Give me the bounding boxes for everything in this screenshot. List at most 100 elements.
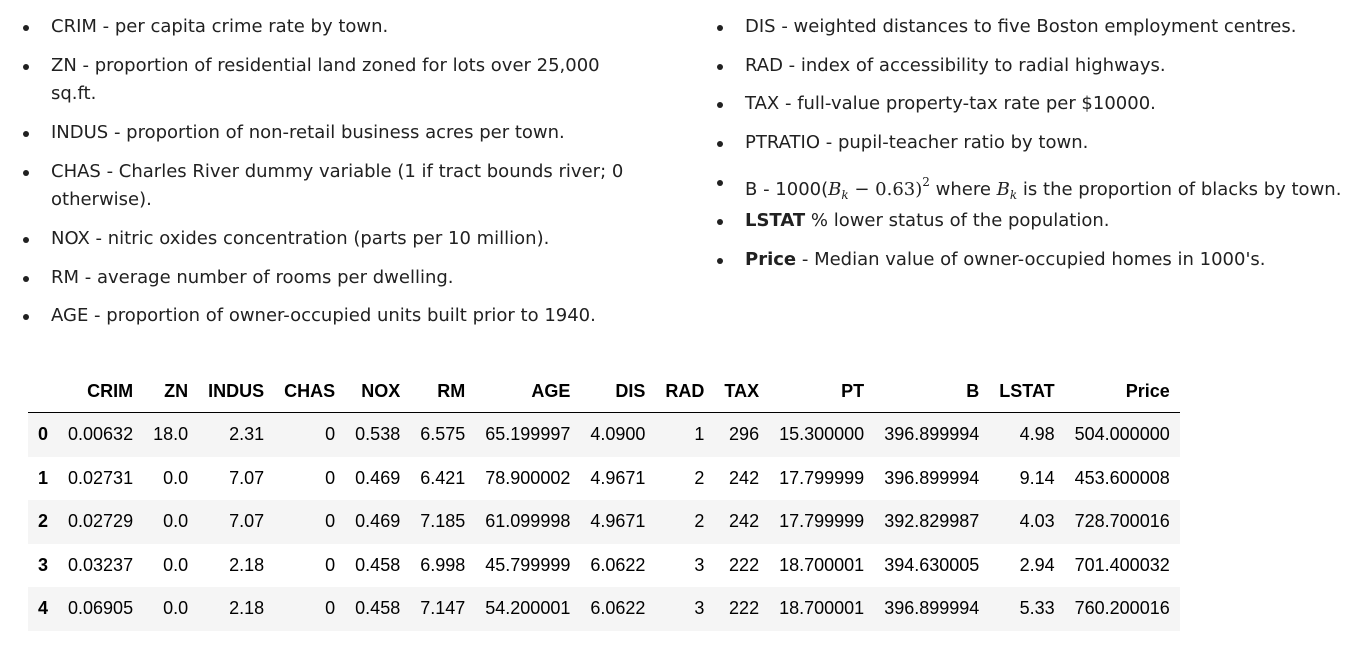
list-item-dis: DIS - weighted distances to five Boston … bbox=[714, 13, 1296, 41]
term: CHAS bbox=[51, 161, 101, 182]
term: B bbox=[745, 179, 758, 200]
cell: 7.185 bbox=[420, 511, 466, 532]
math-mid: − 0.63) bbox=[848, 179, 923, 200]
description: - Median value of owner-occupied homes i… bbox=[796, 249, 1266, 270]
term: RAD bbox=[745, 55, 783, 76]
bullet-icon bbox=[23, 170, 29, 176]
cell: 242 bbox=[729, 467, 760, 488]
cell: 0.03237 bbox=[68, 554, 134, 575]
cell: 296 bbox=[729, 424, 760, 445]
cell: 61.099998 bbox=[485, 511, 571, 532]
description: - index of accessibility to radial highw… bbox=[782, 55, 1166, 76]
cell: 15.300000 bbox=[779, 424, 865, 445]
math-var: B bbox=[828, 179, 842, 200]
description: - proportion of owner-occupied units bui… bbox=[88, 305, 596, 326]
cell: 54.200001 bbox=[485, 598, 571, 619]
bullet-icon bbox=[23, 314, 29, 320]
header-lstat: LSTAT bbox=[989, 371, 1065, 413]
bullet-icon bbox=[23, 237, 29, 243]
list-item-b: B - 1000(Bk − 0.63)2 where Bk is the pro… bbox=[714, 168, 1341, 209]
dataframe-table: CRIM ZN INDUS CHAS NOX RM AGE DIS RAD TA… bbox=[28, 371, 1180, 631]
term: LSTAT bbox=[745, 210, 806, 231]
table-row: 1 0.02731 0.0 7.07 0 0.469 6.421 78.9000… bbox=[28, 457, 1180, 501]
cell: 7.07 bbox=[229, 467, 265, 488]
math-var: B bbox=[996, 179, 1010, 200]
table-body: 0 0.00632 18.0 2.31 0 0.538 6.575 65.199… bbox=[28, 412, 1180, 631]
table-row: 2 0.02729 0.0 7.07 0 0.469 7.185 61.0999… bbox=[28, 500, 1180, 544]
term: INDUS bbox=[51, 122, 109, 143]
bullet-icon bbox=[23, 131, 29, 137]
term: PTRATIO bbox=[745, 132, 821, 153]
header-chas: CHAS bbox=[274, 371, 346, 413]
cell: 0.458 bbox=[355, 598, 401, 619]
cell: 0.02731 bbox=[68, 467, 134, 488]
description: % lower status of the population. bbox=[805, 210, 1110, 231]
cell: 3 bbox=[694, 554, 705, 575]
cell: 7.07 bbox=[229, 511, 265, 532]
row-index: 1 bbox=[38, 467, 49, 488]
bullet-icon bbox=[717, 25, 723, 31]
list-item-zn: ZN - proportion of residential land zone… bbox=[20, 52, 640, 108]
cell: 0.0 bbox=[163, 511, 189, 532]
math-subscript: k bbox=[1009, 188, 1018, 202]
bullet-icon bbox=[23, 25, 29, 31]
term: DIS bbox=[745, 16, 776, 37]
header-row: CRIM ZN INDUS CHAS NOX RM AGE DIS RAD TA… bbox=[28, 371, 1180, 413]
cell: 45.799999 bbox=[485, 554, 571, 575]
cell: 701.400032 bbox=[1074, 554, 1170, 575]
header-nox: NOX bbox=[345, 371, 411, 413]
row-index: 2 bbox=[38, 511, 49, 532]
table-row: 3 0.03237 0.0 2.18 0 0.458 6.998 45.7999… bbox=[28, 544, 1180, 588]
cell: 2.31 bbox=[229, 424, 265, 445]
cell: 0 bbox=[325, 467, 336, 488]
bullet-icon bbox=[717, 102, 723, 108]
cell: 18.700001 bbox=[779, 598, 865, 619]
row-index: 3 bbox=[38, 554, 49, 575]
list-item-nox: NOX - nitric oxides concentration (parts… bbox=[20, 225, 640, 253]
cell: 65.199997 bbox=[485, 424, 571, 445]
cell: 2.18 bbox=[229, 554, 265, 575]
list-item-lstat: LSTAT % lower status of the population. bbox=[714, 207, 1110, 235]
bullet-icon bbox=[23, 64, 29, 70]
header-rad: RAD bbox=[655, 371, 715, 413]
description: - per capita crime rate by town. bbox=[96, 16, 389, 37]
cell: 4.9671 bbox=[590, 467, 646, 488]
cell: 0.06905 bbox=[68, 598, 134, 619]
description-where: where bbox=[929, 179, 997, 200]
cell: 0.00632 bbox=[68, 424, 134, 445]
cell: 18.0 bbox=[153, 424, 189, 445]
description: - Charles River dummy variable (1 if tra… bbox=[51, 161, 624, 210]
cell: 3 bbox=[694, 598, 705, 619]
cell: 2 bbox=[694, 467, 705, 488]
cell: 760.200016 bbox=[1074, 598, 1170, 619]
cell: 6.998 bbox=[420, 554, 466, 575]
bullet-icon bbox=[717, 141, 723, 147]
cell: 2.94 bbox=[1019, 554, 1055, 575]
cell: 242 bbox=[729, 511, 760, 532]
bullet-icon bbox=[717, 180, 723, 186]
list-item-rm: RM - average number of rooms per dwellin… bbox=[20, 264, 640, 292]
description: - average number of rooms per dwelling. bbox=[79, 267, 454, 288]
cell: 4.9671 bbox=[590, 511, 646, 532]
header-pt: PT bbox=[769, 371, 875, 413]
header-b: B bbox=[874, 371, 990, 413]
list-item-chas: CHAS - Charles River dummy variable (1 i… bbox=[20, 158, 640, 214]
list-item-age: AGE - proportion of owner-occupied units… bbox=[20, 302, 640, 330]
list-item-crim: CRIM - per capita crime rate by town. bbox=[20, 13, 640, 41]
cell: 7.147 bbox=[420, 598, 466, 619]
description: - full-value property-tax rate per $1000… bbox=[779, 93, 1156, 114]
cell: 0 bbox=[325, 424, 336, 445]
cell: 4.98 bbox=[1019, 424, 1055, 445]
math-superscript: 2 bbox=[922, 175, 930, 189]
table-header: CRIM ZN INDUS CHAS NOX RM AGE DIS RAD TA… bbox=[28, 371, 1180, 413]
cell: 396.899994 bbox=[884, 424, 980, 445]
math-var-2: Bk bbox=[996, 179, 1018, 202]
term: Price bbox=[745, 249, 797, 270]
cell: 0 bbox=[325, 554, 336, 575]
list-item-rad: RAD - index of accessibility to radial h… bbox=[714, 52, 1166, 80]
description: - proportion of residential land zoned f… bbox=[51, 55, 600, 104]
cell: 0.02729 bbox=[68, 511, 134, 532]
term: CRIM bbox=[51, 16, 97, 37]
row-index: 4 bbox=[38, 598, 49, 619]
cell: 1 bbox=[694, 424, 705, 445]
